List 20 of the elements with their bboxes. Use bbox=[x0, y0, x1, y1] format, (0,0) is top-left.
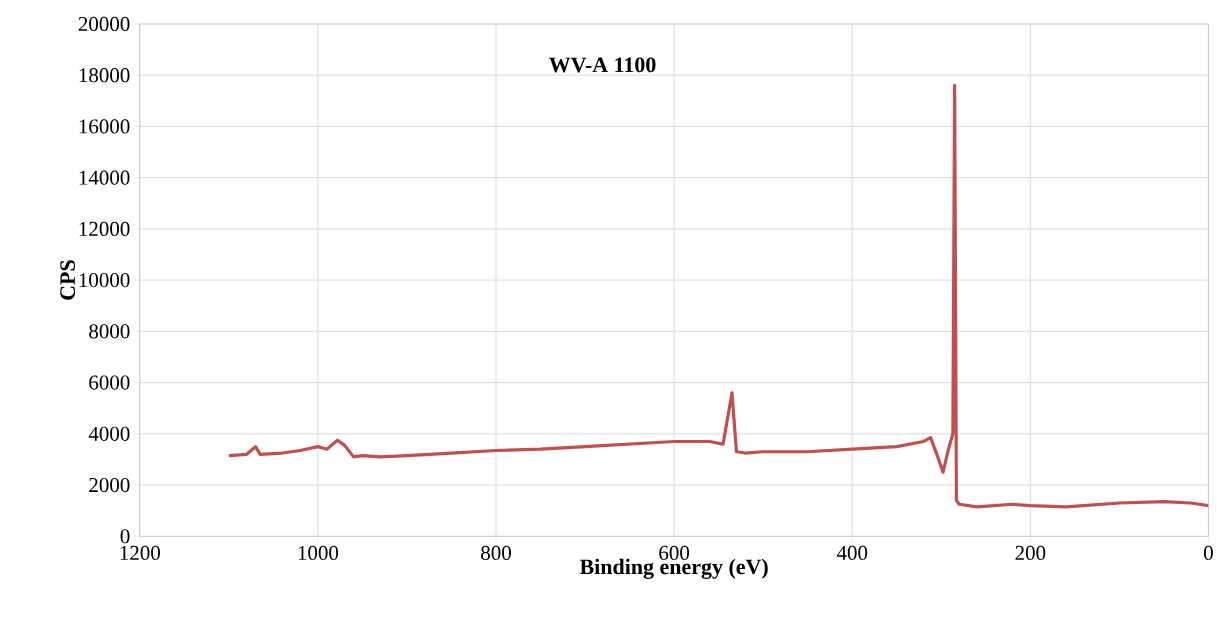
y-tick-label: 10000 bbox=[79, 272, 130, 288]
text: WV-A 1100 bbox=[549, 57, 656, 73]
y-tick-label: 2000 bbox=[89, 477, 130, 493]
y-tick-label: 8000 bbox=[89, 324, 130, 339]
y-axis-title: CPS bbox=[60, 260, 76, 300]
y-tick-label: 6000 bbox=[89, 375, 130, 390]
y-tick-label: 18000 bbox=[79, 68, 130, 83]
y-tick-label: 4000 bbox=[88, 426, 130, 441]
x-tick-label: 0 bbox=[1203, 545, 1213, 560]
x-tick-label: 400 bbox=[836, 545, 868, 560]
x-tick-label: 600 bbox=[659, 545, 690, 560]
y-tick-label: 16000 bbox=[79, 119, 130, 134]
y-tick-label: 0 bbox=[120, 529, 130, 544]
y-tick-label: 20000 bbox=[78, 16, 130, 31]
x-tick-label: 1000 bbox=[298, 545, 339, 560]
y-tick-label: 12000 bbox=[79, 221, 130, 236]
y-tick-label: 14000 bbox=[79, 170, 130, 185]
x-tick-label: 200 bbox=[1015, 545, 1046, 560]
x-tick-label: 800 bbox=[481, 545, 511, 560]
x-tick-label: 1200 bbox=[120, 545, 160, 560]
